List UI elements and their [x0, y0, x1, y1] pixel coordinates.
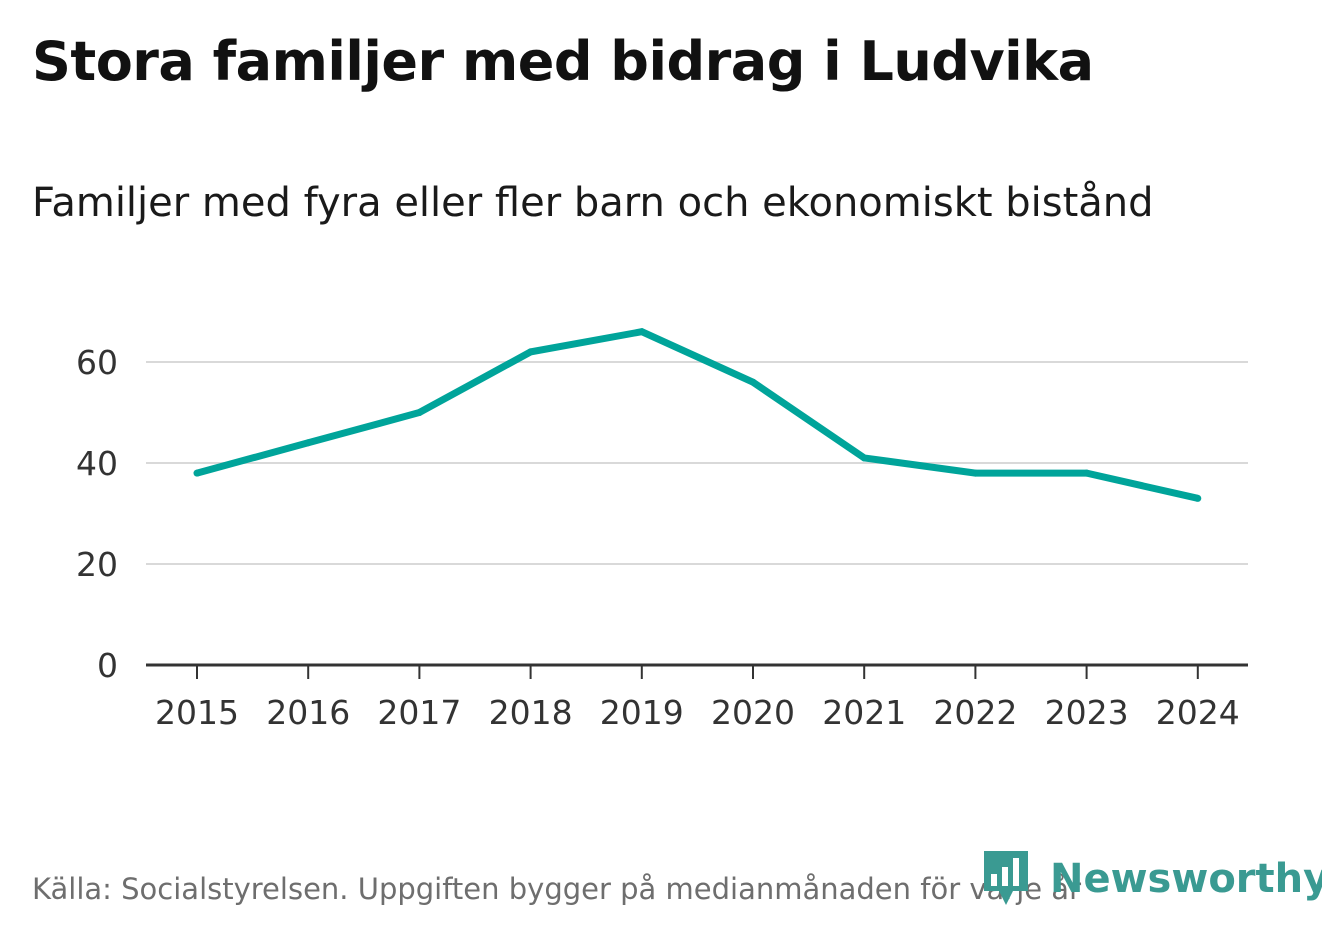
- y-axis-ticks: 0 20 40 60: [76, 343, 118, 685]
- chart-subtitle: Familjer med fyra eller fler barn och ek…: [32, 180, 1154, 226]
- data-point-2021: [860, 454, 868, 462]
- x-tick-label-2021: 2021: [822, 693, 906, 732]
- data-point-2019: [638, 328, 646, 336]
- series-layer: [193, 328, 1202, 502]
- x-tick-label-2019: 2019: [600, 693, 684, 732]
- x-tick-label-2017: 2017: [377, 693, 461, 732]
- y-tick-label-60: 60: [76, 343, 118, 382]
- x-tick-label-2016: 2016: [266, 693, 350, 732]
- source-note: Källa: Socialstyrelsen. Uppgiften bygger…: [32, 872, 1081, 906]
- gridlines: [146, 361, 1248, 565]
- x-tick-label-2024: 2024: [1156, 693, 1240, 732]
- x-tick-label-2020: 2020: [711, 693, 795, 732]
- series-line-0: [196, 328, 1199, 502]
- data-point-2015: [193, 469, 201, 477]
- data-point-2024: [1194, 494, 1202, 502]
- x-tick-label-2023: 2023: [1045, 693, 1129, 732]
- y-tick-label-20: 20: [76, 545, 118, 584]
- data-point-2018: [527, 348, 535, 356]
- data-point-2017: [415, 409, 423, 416]
- newsworthy-logo: Newsworthy: [982, 849, 1322, 909]
- data-point-2020: [749, 378, 757, 386]
- x-axis-ticks: 2015 2016 2017 2018 2019 2020 2021 2022 2023 2024: [155, 665, 1240, 732]
- y-tick-label-0: 0: [97, 646, 118, 685]
- y-tick-label-40: 40: [76, 444, 118, 483]
- x-tick-label-2018: 2018: [489, 693, 573, 732]
- newsworthy-logo-icon: [984, 851, 1028, 905]
- chart-title: Stora familjer med bidrag i Ludvika: [32, 30, 1094, 93]
- data-point-2016: [304, 439, 312, 447]
- data-point-2022: [971, 469, 979, 477]
- x-tick-label-2022: 2022: [933, 693, 1017, 732]
- x-tick-label-2015: 2015: [155, 693, 239, 732]
- data-point-2023: [1083, 469, 1091, 477]
- newsworthy-logo-text: Newsworthy: [1050, 856, 1322, 902]
